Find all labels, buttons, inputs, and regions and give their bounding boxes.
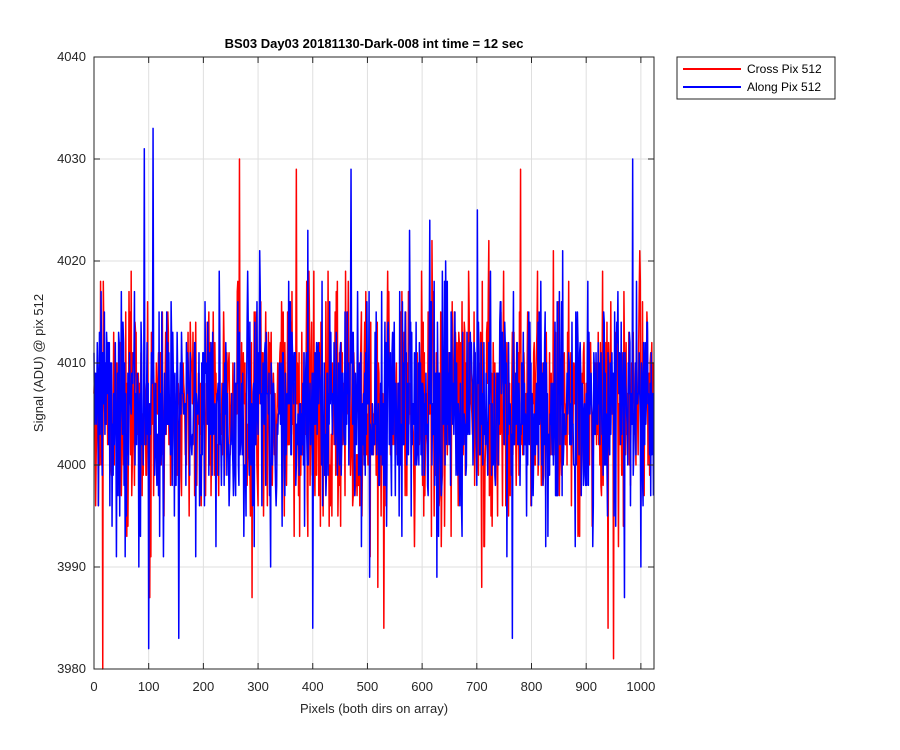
x-tick-label: 800	[521, 679, 543, 694]
y-tick-label: 3990	[57, 559, 86, 574]
x-tick-label: 700	[466, 679, 488, 694]
chart-title: BS03 Day03 20181130-Dark-008 int time = …	[225, 36, 524, 51]
x-tick-label: 100	[138, 679, 160, 694]
x-tick-label: 200	[193, 679, 215, 694]
ticks: 0 100 200 300 400 500 600 700 800 900 1000 3980 3990…	[57, 49, 655, 694]
y-tick-label: 4000	[57, 457, 86, 472]
x-tick-label: 300	[247, 679, 269, 694]
y-axis-label: Signal (ADU) @ pix 512	[31, 294, 46, 432]
y-tick-label: 4040	[57, 49, 86, 64]
x-tick-label: 600	[411, 679, 433, 694]
x-tick-label: 900	[575, 679, 597, 694]
legend-entry-cross: Cross Pix 512	[747, 62, 822, 76]
y-tick-label: 3980	[57, 661, 86, 676]
y-tick-label: 4020	[57, 253, 86, 268]
x-tick-label: 0	[90, 679, 97, 694]
x-tick-label: 1000	[626, 679, 655, 694]
y-tick-label: 4010	[57, 355, 86, 370]
y-tick-label: 4030	[57, 151, 86, 166]
legend-entry-along: Along Pix 512	[747, 80, 821, 94]
x-tick-label: 500	[357, 679, 379, 694]
x-tick-label: 400	[302, 679, 324, 694]
series-line-along	[93, 127, 655, 650]
series-layer	[93, 127, 655, 670]
legend-box	[676, 56, 836, 100]
legend: Cross Pix 512 Along Pix 512	[676, 56, 836, 100]
x-axis-label: Pixels (both dirs on array)	[300, 701, 448, 716]
